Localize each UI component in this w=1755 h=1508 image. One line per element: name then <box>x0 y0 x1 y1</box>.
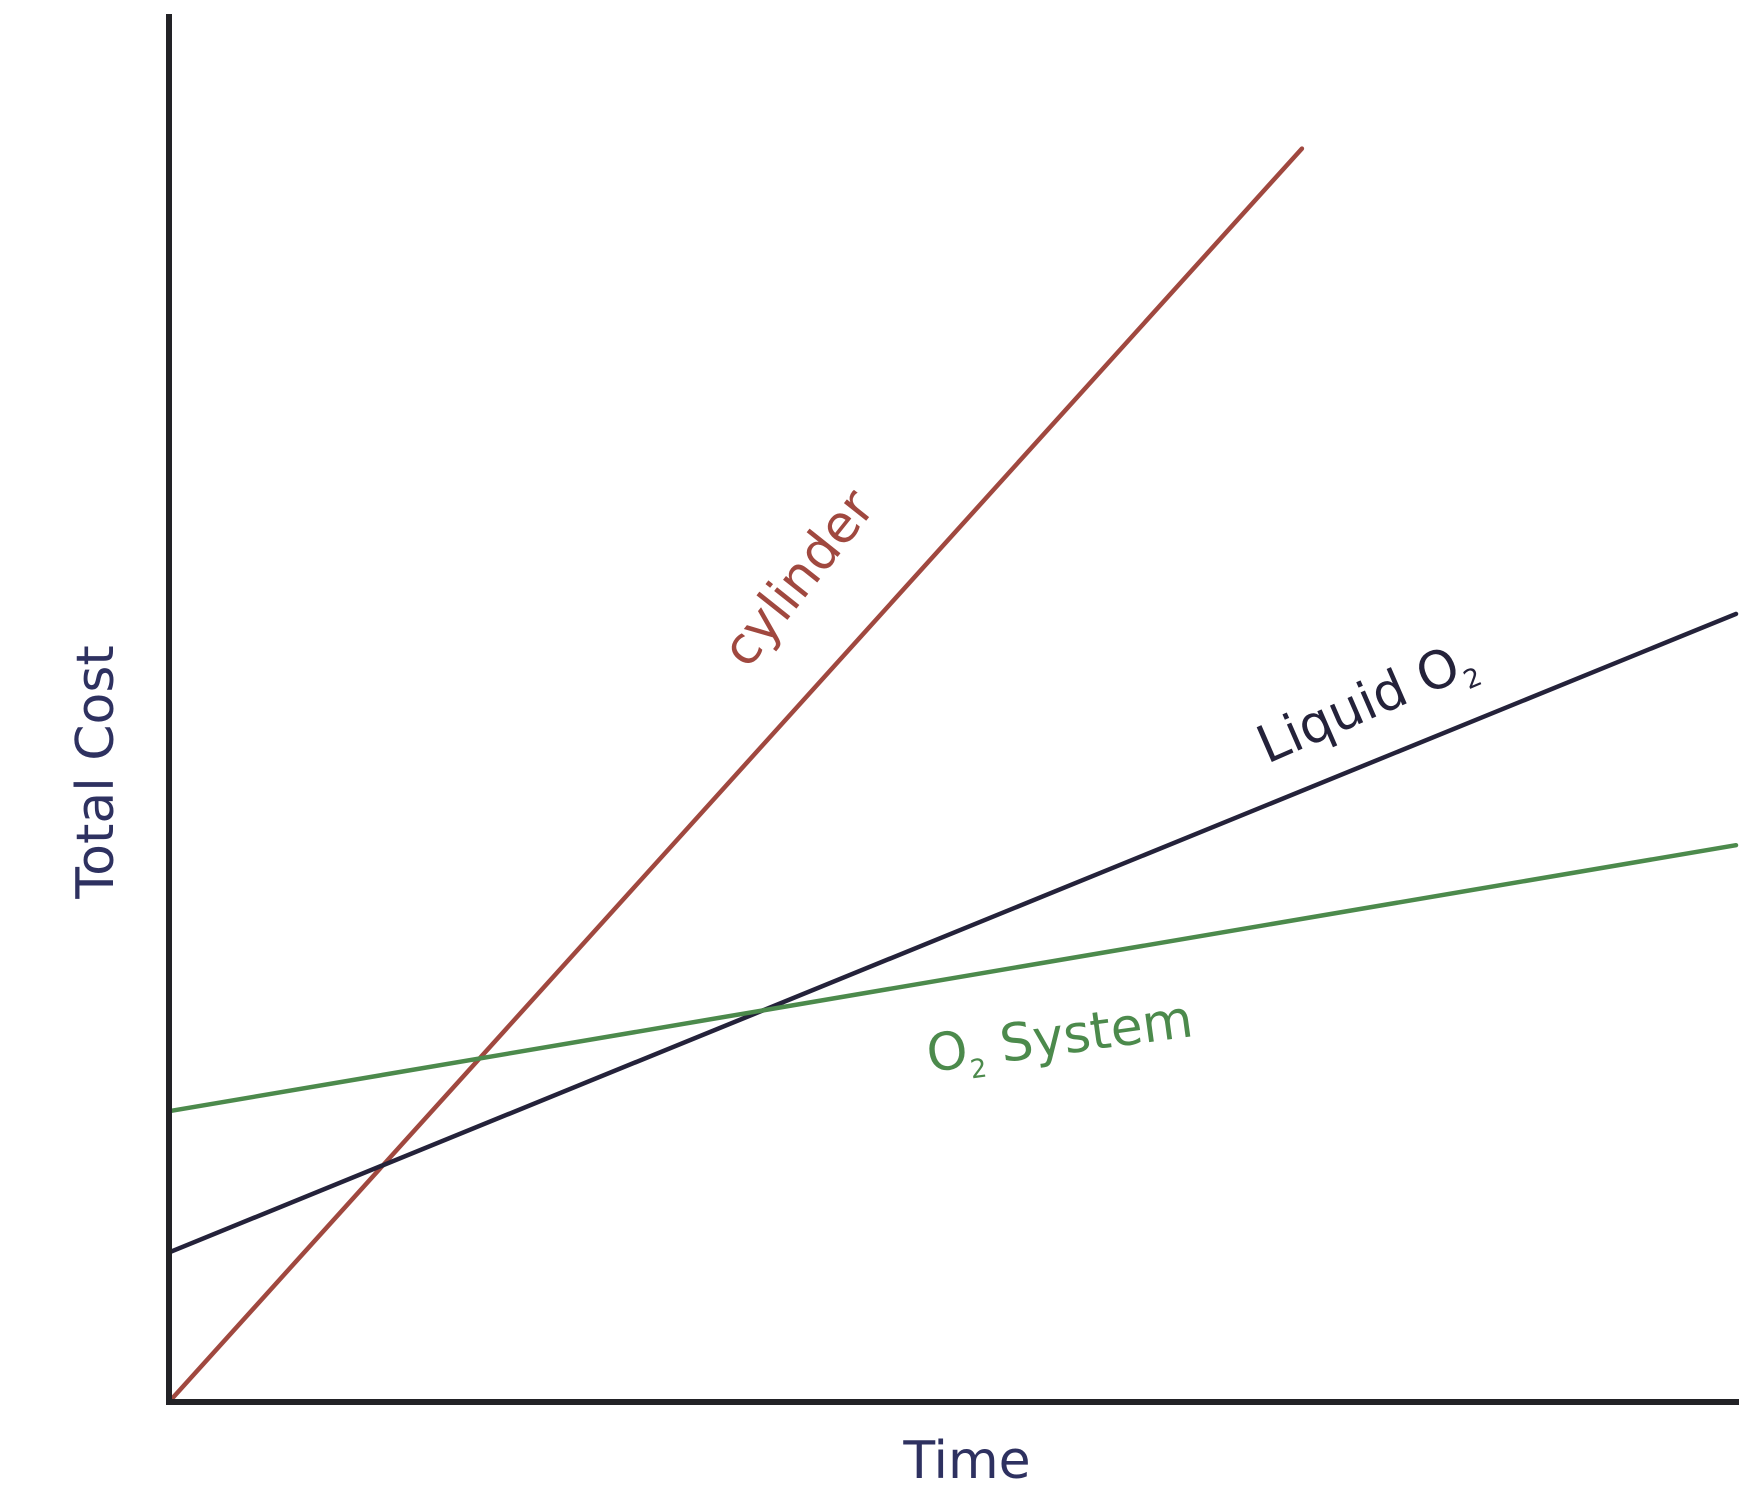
series-label-o2-system-sub: 2 <box>968 1053 988 1085</box>
y-axis-title: Total Cost <box>66 645 126 900</box>
series-label-liquid-o2: Liquid O2 <box>1248 629 1486 782</box>
series-layer <box>166 146 1739 1405</box>
series-line-o2-system <box>166 842 1739 1114</box>
series-label-cylinder: cylinder <box>711 478 888 678</box>
series-label-liquid-o2-main: Liquid O <box>1248 635 1468 775</box>
series-label-cylinder-text: cylinder <box>711 478 888 678</box>
x-axis-title: Time <box>902 1431 1030 1491</box>
series-label-o2-system-main: O <box>923 1020 972 1085</box>
series-line-liquid-o2 <box>166 611 1739 1255</box>
series-label-o2-system-rest: System <box>980 989 1197 1077</box>
series-line-cylinder <box>166 146 1305 1405</box>
plot-area <box>166 14 1739 1405</box>
series-label-o2-system: O2 System <box>923 989 1197 1091</box>
